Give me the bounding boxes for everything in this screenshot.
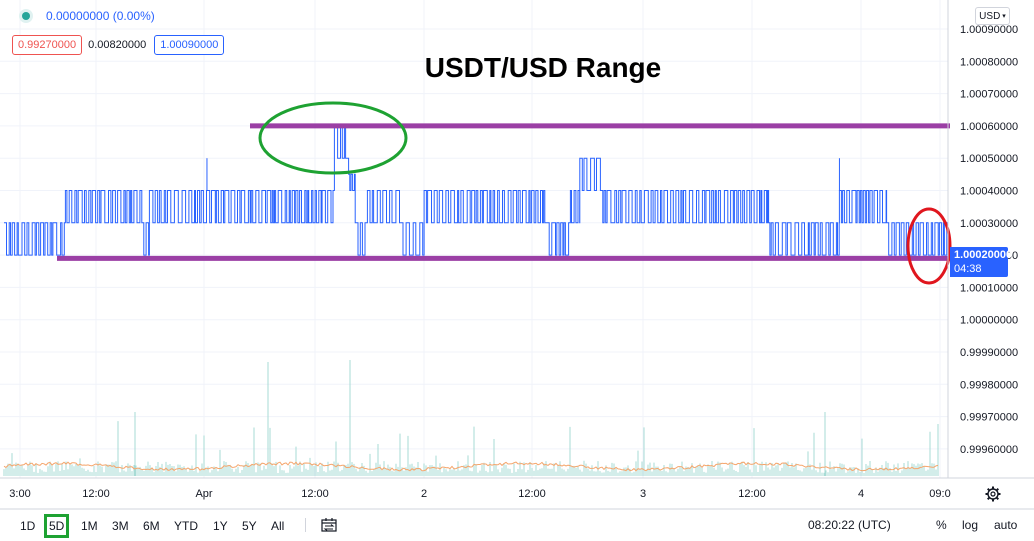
time-tick-label: 09:0 (929, 488, 950, 500)
auto-toggle[interactable]: auto (994, 518, 1018, 532)
price-tick-label: 1.00050000 (960, 153, 1018, 165)
highlight-ellipse-red (906, 207, 952, 285)
ohlc-values: 0.99270000 0.00820000 1.00090000 (12, 35, 225, 55)
volume-bars (3, 360, 939, 476)
percent-toggle[interactable]: % (936, 518, 947, 532)
chart-title: USDT/USD Range (425, 52, 661, 83)
price-tick-label: 1.00080000 (960, 56, 1018, 68)
status-dot-icon (22, 12, 30, 20)
price-series-line (4, 125, 948, 256)
time-tick-label: 12:00 (301, 488, 329, 500)
time-axis: 3:00 12:00 Apr 12:00 2 12:00 3 12:00 4 09:0 (9, 488, 950, 500)
gear-icon[interactable] (985, 486, 1001, 502)
range-button-3m[interactable]: 3M (112, 519, 129, 533)
time-tick-label: 12:00 (82, 488, 110, 500)
range-button-ytd[interactable]: YTD (174, 519, 198, 533)
range-button-1y[interactable]: 1Y (213, 519, 228, 533)
price-tick-label: 1.00070000 (960, 89, 1018, 101)
last-price-tag: 1.00020000 04:38 (950, 247, 1012, 277)
price-tick-label: 1.00060000 (960, 121, 1018, 133)
price-tick-label: 1.00030000 (960, 218, 1018, 230)
price-tick-label: 1.00040000 (960, 186, 1018, 198)
price-tick-label: 1.00090000 (960, 24, 1018, 36)
last-price-value: 1.00020000 (954, 249, 1013, 261)
legend-change: 0.00000000 (0.00%) (22, 9, 155, 23)
price-tick-label: 0.99990000 (960, 347, 1018, 359)
time-tick-label: 4 (858, 488, 864, 500)
log-toggle[interactable]: log (962, 518, 979, 532)
utc-clock[interactable]: 08:20:22 (UTC) (808, 518, 891, 532)
currency-select[interactable]: USD ▾ (975, 7, 1010, 25)
compare-icon[interactable] (320, 517, 338, 533)
time-tick-label: 2 (421, 488, 427, 500)
bar-countdown: 04:38 (954, 263, 982, 275)
range-button-1m[interactable]: 1M (81, 519, 98, 533)
annotations (206, 101, 952, 285)
volume-moving-average (3, 461, 939, 472)
chevron-down-icon: ▾ (1002, 13, 1006, 20)
price-axis: 1.00090000 1.00080000 1.00070000 1.00060000… (960, 24, 1018, 456)
price-tick-label: 0.99960000 (960, 444, 1018, 456)
change-value: 0.00000000 (0.00%) (46, 9, 155, 23)
time-tick-label: 3 (640, 488, 646, 500)
open-value: 0.99270000 (12, 35, 83, 55)
currency-label: USD (979, 10, 1001, 22)
range-button-5d[interactable]: 5D (44, 514, 70, 538)
close-value: 1.00090000 (154, 35, 225, 55)
price-tick-label: 0.99980000 (960, 379, 1018, 391)
high-value: 0.00820000 (88, 39, 147, 51)
range-button-all[interactable]: All (271, 519, 285, 533)
highlight-ellipse-green (258, 101, 408, 175)
range-button-6m[interactable]: 6M (143, 519, 160, 533)
price-tick-label: 1.00010000 (960, 282, 1018, 294)
range-button-5y[interactable]: 5Y (242, 519, 257, 533)
range-button-1d[interactable]: 1D (20, 519, 36, 533)
time-tick-label: 12:00 (518, 488, 546, 500)
time-tick-label: 12:00 (738, 488, 766, 500)
time-tick-label: 3:00 (9, 488, 30, 500)
price-tick-label: 0.99970000 (960, 412, 1018, 424)
price-tick-label: 1.00000000 (960, 315, 1018, 327)
toolbar-separator (305, 518, 306, 532)
time-tick-label: Apr (195, 488, 212, 500)
bottom-toolbar: 1D 5D 1M 3M 6M YTD 1Y 5Y All 08:20:22 (U… (0, 510, 1034, 541)
range-lines (57, 123, 950, 261)
